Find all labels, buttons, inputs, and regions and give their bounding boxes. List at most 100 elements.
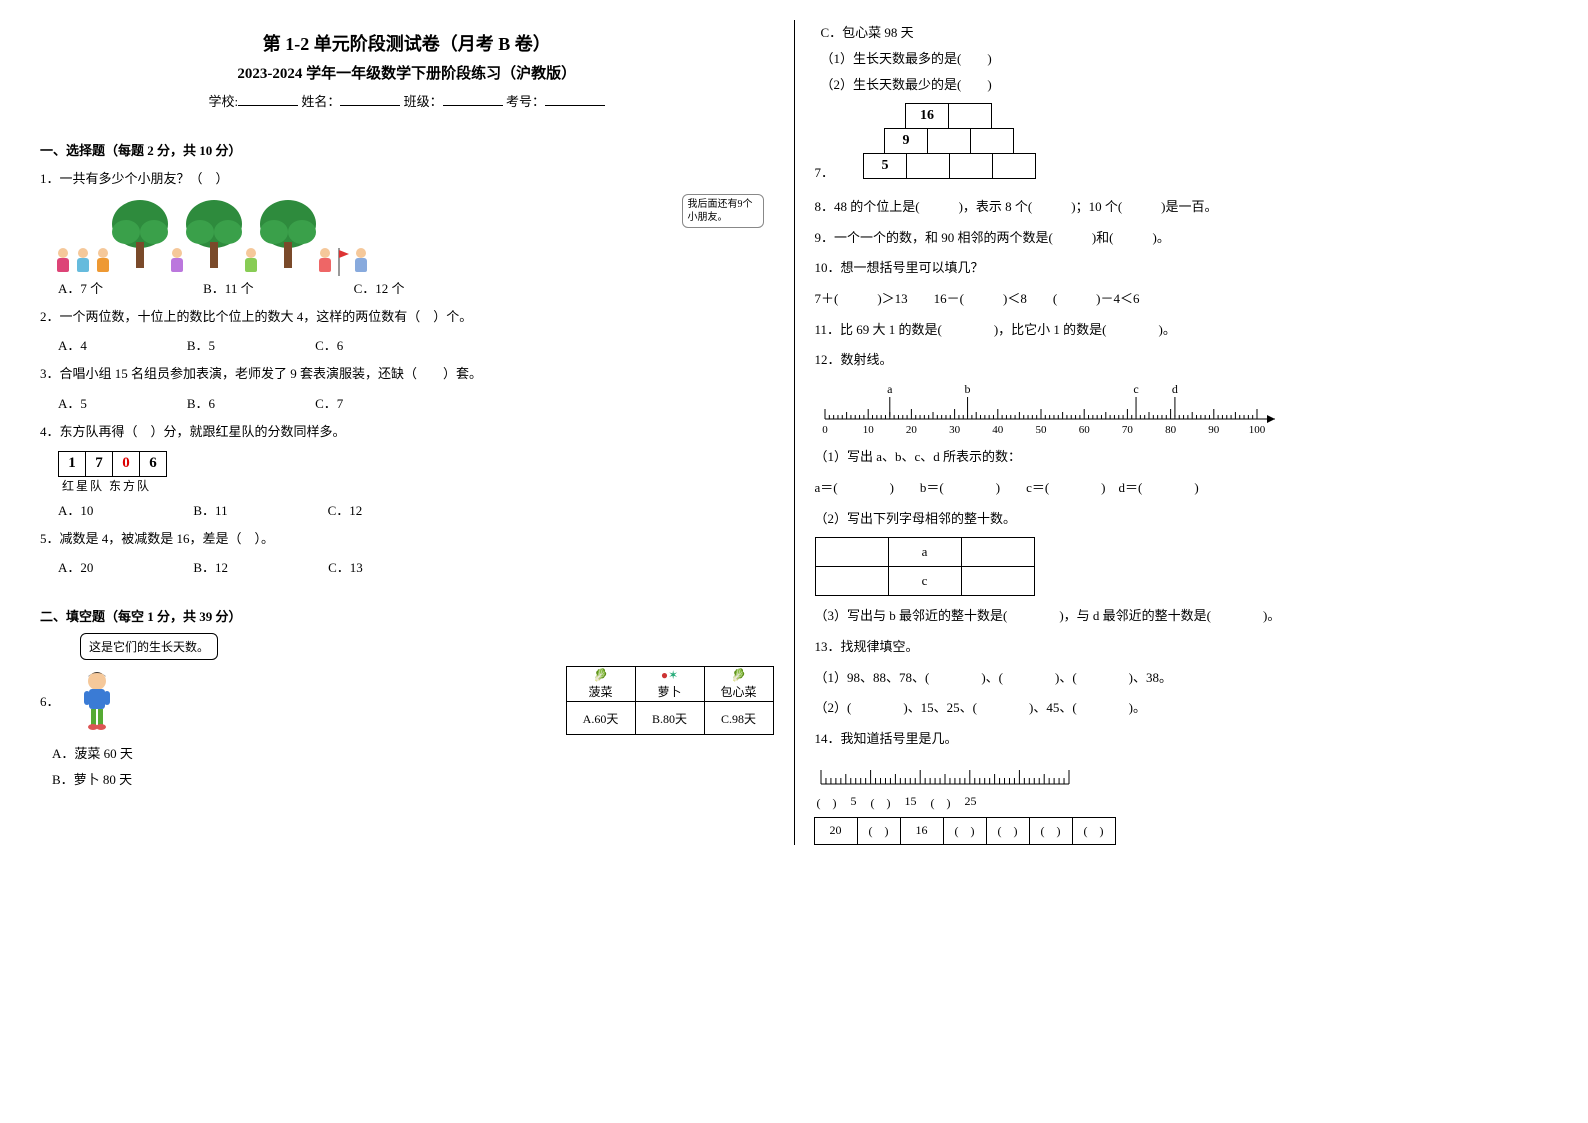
svg-text:100: 100 bbox=[1248, 424, 1265, 436]
q4-text: 4．东方队再得（ ）分，就跟红星队的分数同样多。 bbox=[40, 420, 774, 445]
q6-veg2-icon: ●✶萝卜 bbox=[635, 667, 704, 702]
svg-text:60: 60 bbox=[1078, 424, 1090, 436]
q13-text: 13．找规律填空。 bbox=[815, 635, 1549, 660]
q7-pyramid: 16 9 5 bbox=[864, 104, 1036, 179]
q5-options: A．20 B．12 C．13 bbox=[40, 557, 774, 576]
q4-opt-b[interactable]: B．11 bbox=[193, 500, 227, 519]
page-subtitle: 2023-2024 学年一年级数学下册阶段练习（沪教版） bbox=[40, 62, 774, 83]
svg-text:40: 40 bbox=[992, 424, 1004, 436]
q12-line: a＝( ) b＝( ) c＝( ) d＝( ) bbox=[815, 476, 1549, 501]
q1-speech: 我后面还有9个小朋友。 bbox=[682, 194, 764, 228]
q14-text: 14．我知道括号里是几。 bbox=[815, 727, 1549, 752]
adj-c-left[interactable] bbox=[815, 567, 888, 596]
adj-a-mid: a bbox=[888, 538, 961, 567]
q14-box[interactable]: ( ) bbox=[1072, 817, 1116, 845]
svg-text:80: 80 bbox=[1165, 424, 1177, 436]
q1-opt-a[interactable]: A．7 个 bbox=[58, 278, 103, 297]
adj-c-mid: c bbox=[888, 567, 961, 596]
svg-text:90: 90 bbox=[1208, 424, 1220, 436]
q1-opt-c[interactable]: C．12 个 bbox=[354, 278, 405, 297]
q6-val-a: A.60天 bbox=[566, 702, 635, 735]
q3-text: 3．合唱小组 15 名组员参加表演，老师发了 9 套表演服装，还缺（ ）套。 bbox=[40, 362, 774, 387]
label-class: 班级： bbox=[404, 94, 443, 109]
q1-options: A．7 个 B．11 个 C．12 个 bbox=[40, 278, 774, 297]
q7-blank-tr[interactable] bbox=[948, 103, 992, 129]
q6-veg1-icon: 🥬菠菜 bbox=[566, 667, 635, 702]
q6-sub1: （1）生长天数最多的是( ) bbox=[821, 46, 1549, 72]
ruler-label: ( ) bbox=[817, 794, 837, 811]
adj-a-right[interactable] bbox=[961, 538, 1034, 567]
q7-blank-mr[interactable] bbox=[970, 128, 1014, 154]
q4-opt-a[interactable]: A．10 bbox=[58, 500, 93, 519]
ruler-label: 5 bbox=[851, 794, 857, 811]
q6-bubble-wrap: 这是它们的生长天数。 bbox=[40, 633, 774, 660]
q6-val-b: B.80天 bbox=[635, 702, 704, 735]
page-root: 第 1-2 单元阶段测试卷（月考 B 卷） 2023-2024 学年一年级数学下… bbox=[40, 20, 1548, 845]
q3-opt-c[interactable]: C．7 bbox=[315, 393, 343, 412]
q6-opt-a[interactable]: A．菠菜 60 天 bbox=[52, 741, 774, 767]
q7-blank-b3[interactable] bbox=[949, 153, 993, 179]
blank-class[interactable] bbox=[443, 92, 503, 106]
q6-opts-right: C．包心菜 98 天 （1）生长天数最多的是( ) （2）生长天数最少的是( ) bbox=[815, 20, 1549, 98]
q14-box[interactable]: ( ) bbox=[943, 817, 987, 845]
q2-text: 2．一个两位数，十位上的数比个位上的数大 4，这样的两位数有（ ）个。 bbox=[40, 305, 774, 330]
q2-opt-b[interactable]: B．5 bbox=[187, 335, 215, 354]
q11-text: 11．比 69 大 1 的数是( )，比它小 1 的数是( )。 bbox=[815, 318, 1549, 343]
adj-a-left[interactable] bbox=[815, 538, 888, 567]
blank-name[interactable] bbox=[340, 92, 400, 106]
q7-row: 7． 16 9 5 bbox=[815, 98, 1549, 189]
q7-blank-b4[interactable] bbox=[992, 153, 1036, 179]
blank-id[interactable] bbox=[545, 92, 605, 106]
left-column: 第 1-2 单元阶段测试卷（月考 B 卷） 2023-2024 学年一年级数学下… bbox=[40, 20, 774, 845]
label-school: 学校: bbox=[209, 94, 239, 109]
q10-expr: 7＋( )＞13 16－( )＜8 ( )－4＜6 bbox=[815, 287, 1549, 312]
q12-sub3: （3）写出与 b 最邻近的整十数是( )，与 d 最邻近的整十数是( )。 bbox=[815, 604, 1549, 629]
q5-opt-b[interactable]: B．12 bbox=[193, 557, 228, 576]
svg-text:c: c bbox=[1133, 382, 1138, 396]
q4-c4: 6 bbox=[140, 452, 166, 476]
adj-c-right[interactable] bbox=[961, 567, 1034, 596]
q7-blank-b2[interactable] bbox=[906, 153, 950, 179]
svg-text:70: 70 bbox=[1121, 424, 1133, 436]
q3-opt-b[interactable]: B．6 bbox=[187, 393, 215, 412]
q3-opt-a[interactable]: A．5 bbox=[58, 393, 87, 412]
q6-opt-b[interactable]: B．萝卜 80 天 bbox=[52, 767, 774, 793]
q2-opt-a[interactable]: A．4 bbox=[58, 335, 87, 354]
right-column: C．包心菜 98 天 （1）生长天数最多的是( ) （2）生长天数最少的是( )… bbox=[815, 20, 1549, 845]
q14-ruler bbox=[815, 758, 1549, 794]
q5-opt-a[interactable]: A．20 bbox=[58, 557, 93, 576]
boy-icon bbox=[72, 669, 122, 733]
q14-ruler-labels: ( )5( )15( )25 bbox=[815, 794, 1549, 811]
q7-mid: 9 bbox=[884, 128, 928, 154]
q14-box[interactable]: ( ) bbox=[857, 817, 901, 845]
ruler-label: ( ) bbox=[931, 794, 951, 811]
q6-val-c: C.98天 bbox=[704, 702, 773, 735]
q14-box: 20 bbox=[814, 817, 858, 845]
page-title: 第 1-2 单元阶段测试卷（月考 B 卷） bbox=[40, 30, 774, 56]
svg-text:d: d bbox=[1171, 382, 1177, 396]
q13-r2: （2）( )、15、25、( )、45、( )。 bbox=[815, 696, 1549, 721]
label-name: 姓名： bbox=[301, 94, 340, 109]
q4-opt-c[interactable]: C．12 bbox=[328, 500, 363, 519]
q1-opt-b[interactable]: B．11 个 bbox=[203, 278, 253, 297]
q8-text: 8．48 的个位上是( )，表示 8 个( )；10 个( )是一百。 bbox=[815, 195, 1549, 220]
q13-r1: （1）98、88、78、( )、( )、( )、38。 bbox=[815, 666, 1549, 691]
q14-box[interactable]: ( ) bbox=[1029, 817, 1073, 845]
q12-sub2: （2）写出下列字母相邻的整十数。 bbox=[815, 507, 1549, 532]
svg-text:b: b bbox=[964, 382, 970, 396]
svg-text:10: 10 bbox=[862, 424, 874, 436]
q6-opt-c[interactable]: C．包心菜 98 天 bbox=[821, 20, 1549, 46]
q7-num: 7． bbox=[815, 162, 835, 181]
q6-veg3-icon: 🥬包心菜 bbox=[704, 667, 773, 702]
info-line: 学校: 姓名： 班级： 考号： bbox=[40, 91, 774, 110]
q12-sub1: （1）写出 a、b、c、d 所表示的数： bbox=[815, 445, 1549, 470]
q2-opt-c[interactable]: C．6 bbox=[315, 335, 343, 354]
ruler-label: ( ) bbox=[871, 794, 891, 811]
section-b-head: 二、填空题（每空 1 分，共 39 分） bbox=[40, 606, 774, 625]
q5-opt-c[interactable]: C．13 bbox=[328, 557, 363, 576]
q14-box[interactable]: ( ) bbox=[986, 817, 1030, 845]
q4-labels: 红星队 东方队 bbox=[58, 477, 774, 494]
blank-school[interactable] bbox=[238, 92, 298, 106]
q1-text: 1．一共有多少个小朋友？（ ） bbox=[40, 167, 774, 192]
q7-blank-mm[interactable] bbox=[927, 128, 971, 154]
